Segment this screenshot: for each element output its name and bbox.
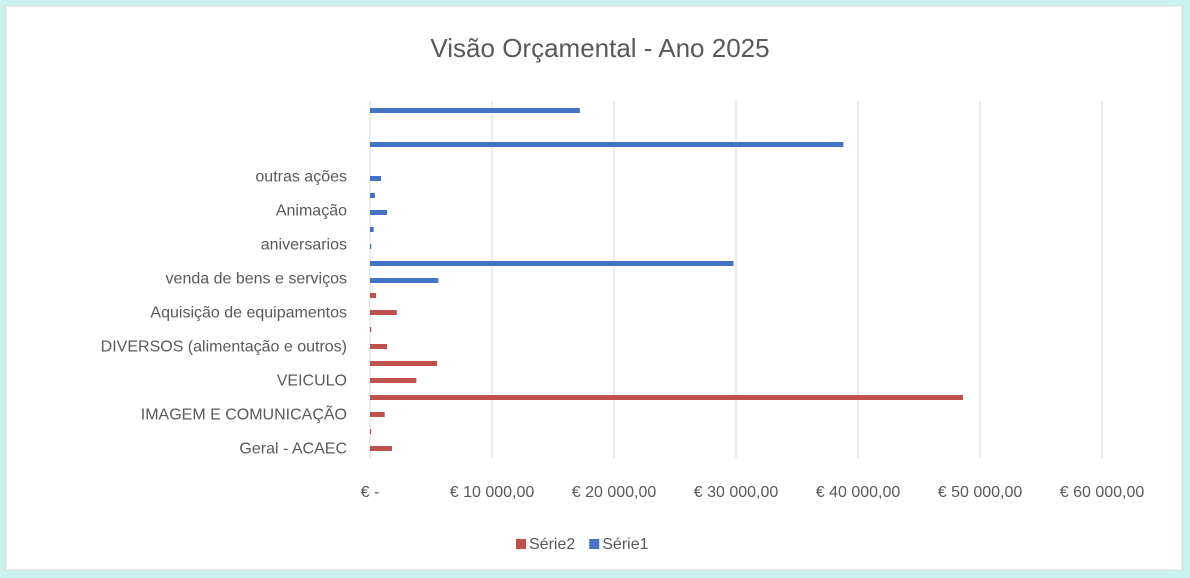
bar [370, 344, 388, 349]
y-tick-label: IMAGEM E COMUNICAÇÃO [141, 404, 347, 424]
bar [370, 395, 963, 400]
x-tick-label: € 40 000,00 [816, 484, 901, 501]
bar [370, 310, 397, 315]
bar [370, 412, 385, 417]
bar [370, 429, 372, 434]
chart-title: Visão Orçamental - Ano 2025 [430, 33, 769, 63]
bar [370, 327, 372, 332]
y-tick-label: VEICULO [277, 373, 347, 390]
y-tick-label: aniversarios [261, 237, 347, 254]
x-tick-label: € - [361, 484, 380, 501]
y-tick-label: venda de bens e serviços [166, 271, 347, 288]
legend-swatch [589, 539, 600, 549]
bar [370, 193, 375, 198]
bar [370, 361, 438, 366]
x-tick-label: € 60 000,00 [1060, 484, 1145, 501]
legend-swatch [516, 539, 526, 549]
x-tick-label: € 50 000,00 [938, 484, 1023, 501]
y-tick-label: Aquisição de equipamentos [150, 305, 347, 322]
y-tick-label: outras ações [255, 169, 347, 186]
bar [370, 176, 381, 181]
bar [370, 142, 844, 147]
legend-label: Série2 [529, 536, 575, 553]
y-tick-label: Geral - ACAEC [239, 441, 347, 458]
y-tick-label: DIVERSOS (alimentação e outros) [101, 339, 347, 356]
bar [370, 244, 372, 249]
x-tick-label: € 10 000,00 [450, 484, 535, 501]
bar [370, 108, 580, 113]
bar [370, 278, 439, 283]
bar [370, 293, 377, 298]
bar [370, 210, 388, 215]
legend-label: Série1 [602, 536, 648, 553]
x-tick-label: € 20 000,00 [572, 484, 657, 501]
bar [370, 378, 417, 383]
bar [370, 261, 734, 266]
bar [370, 446, 392, 451]
bar [370, 227, 374, 232]
x-tick-label: € 30 000,00 [694, 484, 779, 501]
y-tick-label: Animação [276, 203, 347, 220]
chart-area [5, 5, 1183, 571]
